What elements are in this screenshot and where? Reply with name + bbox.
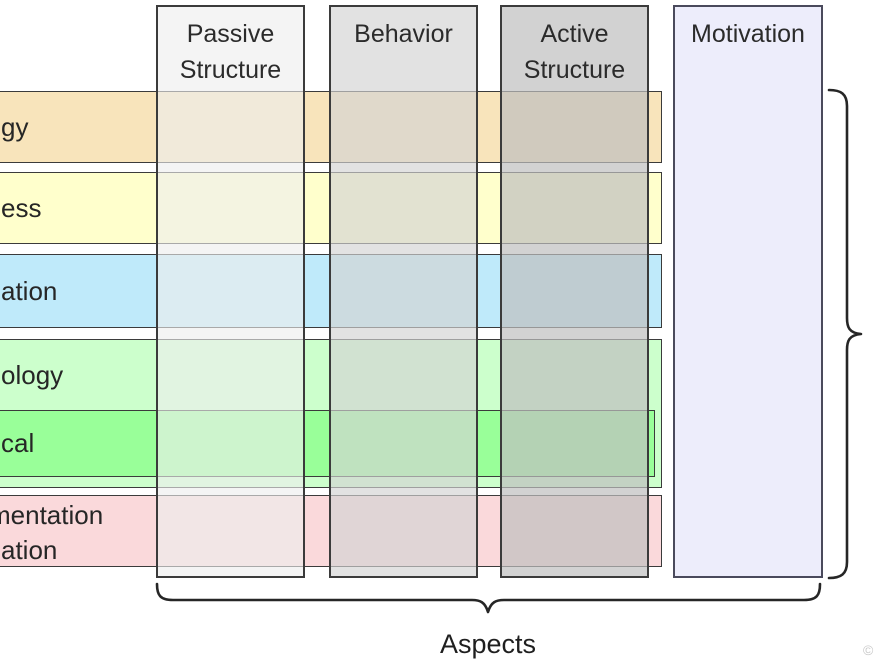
- column-header-active-line2: Structure: [523, 56, 626, 84]
- row-label-strategy: gy: [1, 112, 29, 142]
- column-header-passive-structure: Passive Structure: [158, 7, 303, 88]
- row-label-implementation-line1: mentation: [0, 500, 104, 530]
- row-label-business: ess: [1, 193, 42, 223]
- layers-brace: [827, 88, 863, 580]
- row-label-application: ation: [1, 276, 58, 306]
- column-motivation: Motivation: [673, 5, 823, 578]
- column-active-structure: Active Structure: [500, 5, 649, 578]
- aspects-brace: [155, 582, 822, 614]
- column-header-behavior-line1: Behavior: [354, 20, 453, 48]
- column-header-active-line1: Active: [540, 20, 609, 48]
- row-label-physical: cal: [1, 428, 35, 458]
- aspects-label: Aspects: [439, 629, 537, 659]
- column-passive-structure: Passive Structure: [156, 5, 305, 578]
- row-label-implementation-line2: ation: [1, 535, 58, 565]
- row-label-technology: ology: [1, 360, 64, 390]
- column-behavior: Behavior: [329, 5, 478, 578]
- column-header-behavior: Behavior: [331, 7, 476, 52]
- column-header-active-structure: Active Structure: [502, 7, 647, 88]
- copyright-mark: ©: [863, 642, 874, 658]
- column-header-passive-line2: Structure: [179, 56, 282, 84]
- column-header-passive-line1: Passive: [186, 20, 275, 48]
- column-header-motivation: Motivation: [675, 7, 821, 52]
- column-header-motivation-line1: Motivation: [691, 20, 805, 48]
